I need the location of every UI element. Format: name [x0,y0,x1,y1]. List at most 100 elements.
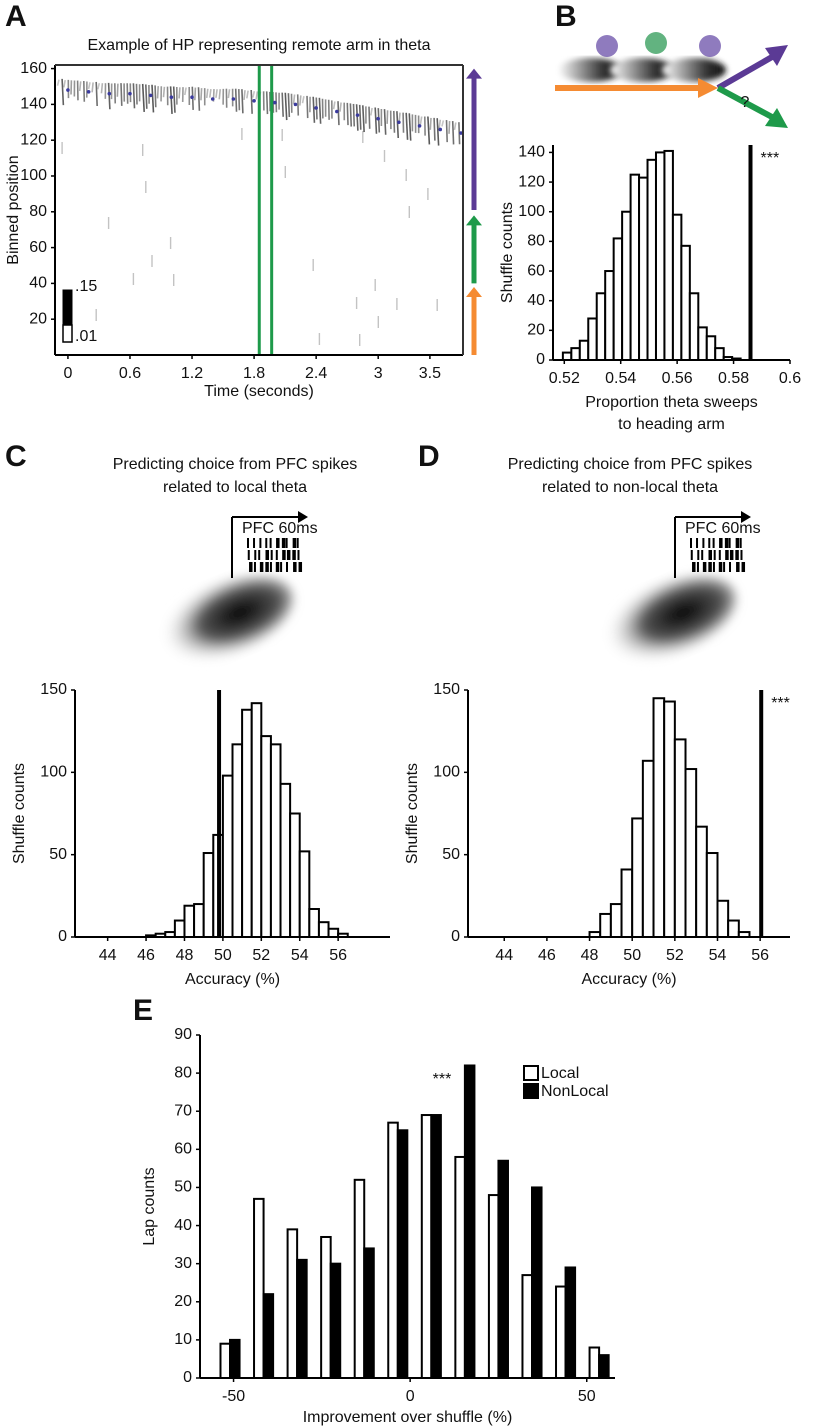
bar [641,759,655,938]
x-tick-label: 44 [495,947,513,964]
bar [463,1064,476,1379]
bar [604,270,615,361]
bar [363,1247,375,1380]
panel-letter: D [418,440,440,473]
posterior-streak [241,89,244,114]
heatmap [56,78,463,346]
y-tick-label: 150 [40,681,67,698]
x-tick-label: 54 [709,947,727,964]
y-axis-label: Binned position [5,155,22,264]
posterior-streak [116,83,119,97]
posterior-streak [120,83,123,106]
posterior-streak [178,87,181,99]
posterior-streak [61,78,65,106]
y-tick-label: 160 [20,60,47,77]
bar [497,1159,509,1380]
bar [327,927,340,938]
trajectory-point [376,116,380,121]
bar [308,908,320,938]
posterior-streak [306,95,309,119]
x-tick-label: 0.58 [718,370,749,387]
bar [487,1194,500,1379]
x-tick-label: 3 [374,365,383,382]
posterior-blob [160,575,294,661]
posterior-streak [141,83,145,112]
bar [695,825,708,939]
trajectory-point [148,93,153,98]
posterior-streak [246,90,249,99]
significance: *** [761,150,780,167]
posterior-streak [370,107,373,116]
posterior-streak [95,81,98,107]
x-tick-label: 1.2 [181,365,203,382]
significance: *** [771,695,790,712]
posterior-streak [339,102,342,112]
trajectory-point [128,91,132,96]
posterior-streak [243,90,246,101]
trajectory-point [169,95,174,100]
posterior-streak [135,83,138,105]
trajectory-point [397,120,401,125]
trajectory-point [231,97,236,101]
posterior-streak [215,89,218,98]
y-tick-label: 0 [536,351,545,368]
inset-label: PFC 60ms [685,520,761,537]
y-tick-label: 140 [518,144,545,161]
arrow-head [765,45,788,66]
posterior-streak [299,95,302,106]
bar [262,1293,275,1379]
bar [173,919,186,938]
bar [286,1228,299,1380]
y-tick-label: 60 [174,1141,192,1158]
posterior-streak [451,121,455,145]
arm-arrow-head [466,68,482,79]
arrow-head [698,78,718,98]
y-tick-label: 100 [20,167,47,184]
posterior-streak [78,81,82,92]
posterior-streak [151,84,155,113]
posterior-streak [63,80,66,88]
posterior-streak [358,104,362,130]
x-tick-label: 50 [578,1388,596,1405]
x-tick-label: 54 [291,947,309,964]
trajectory-point [355,113,360,117]
posterior-streak [287,93,291,118]
posterior-streak [208,89,212,98]
bar [555,1285,567,1379]
y-tick-label: 20 [527,322,545,339]
bar [646,158,657,361]
bar [609,903,623,938]
bar [430,1114,442,1379]
schematic-label: ? [741,94,750,111]
posterior-streak [252,91,256,98]
y-tick-label: 50 [442,846,460,863]
y-tick-label: 80 [29,203,47,220]
x-axis-label: Accuracy (%) [581,971,676,988]
posterior-streak [281,92,284,117]
posterior-streak [349,103,353,127]
bar [193,903,205,938]
marker [596,35,618,57]
rat [662,58,726,82]
posterior-streak [169,86,173,115]
posterior-streak [352,103,356,127]
y-tick-label: 80 [527,233,545,250]
bar [420,1114,433,1379]
posterior-streak [227,89,231,99]
arm-arrow-head [466,286,482,297]
posterior-streak [427,116,431,145]
x-axis-label: Improvement over shuffle (%) [303,1409,513,1426]
x-tick-label: 0.54 [605,370,636,387]
bar [387,1121,399,1379]
x-tick-label: 56 [751,947,769,964]
y-axis-label: Shuffle counts [404,763,421,864]
trajectory-point [66,88,70,92]
posterior-streak [433,117,436,141]
posterior-streak [429,117,432,130]
posterior-streak [312,96,316,123]
y-tick-label: 50 [49,846,67,863]
panel-letter: B [555,0,577,33]
marker [699,35,721,57]
posterior-streak [393,110,396,133]
